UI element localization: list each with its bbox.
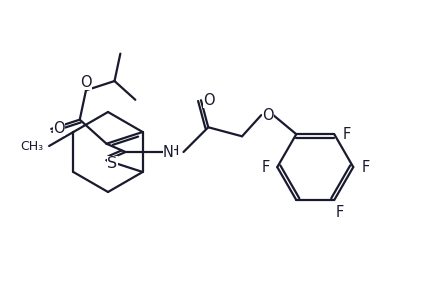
- Text: H: H: [168, 144, 179, 158]
- Text: F: F: [261, 160, 269, 175]
- Text: F: F: [361, 160, 369, 175]
- Text: F: F: [342, 127, 351, 142]
- Text: O: O: [80, 75, 92, 90]
- Text: O: O: [53, 122, 65, 136]
- Text: N: N: [163, 145, 174, 160]
- Text: F: F: [335, 204, 344, 220]
- Text: CH₃: CH₃: [20, 139, 43, 153]
- Text: S: S: [107, 156, 118, 171]
- Text: O: O: [262, 107, 274, 122]
- Text: O: O: [203, 93, 215, 108]
